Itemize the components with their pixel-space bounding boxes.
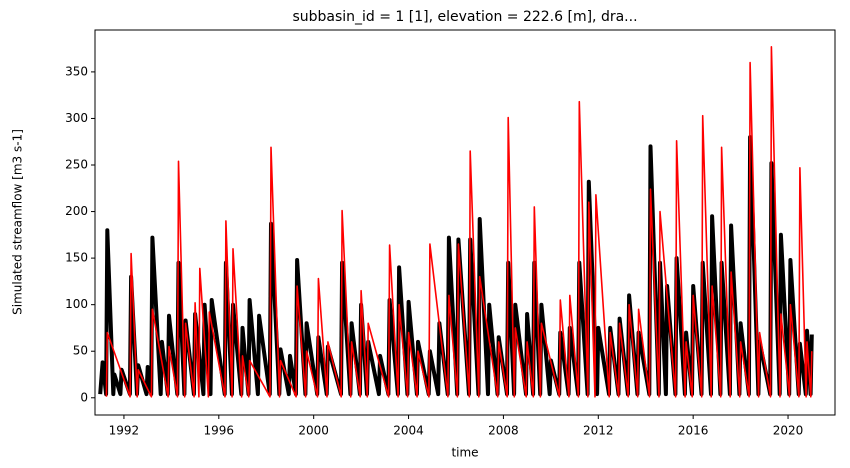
plot-frame: [94, 29, 836, 416]
x-tick-label: 2020: [773, 424, 804, 438]
x-tick-label: 2016: [678, 424, 709, 438]
y-tick-label: 150: [65, 251, 88, 265]
y-tick-label: 350: [65, 64, 88, 78]
x-tick-label: 2008: [488, 424, 519, 438]
y-tick-label: 250: [65, 158, 88, 172]
y-tick-label: 300: [65, 111, 88, 125]
y-tick-label: 0: [80, 390, 88, 404]
chart-title: subbasin_id = 1 [1], elevation = 222.6 […: [292, 9, 637, 25]
y-tick-label: 100: [65, 297, 88, 311]
x-tick-label: 2012: [583, 424, 614, 438]
x-tick-label: 2004: [393, 424, 424, 438]
x-axis-label: time: [451, 446, 478, 460]
y-axis-label: Simulated streamflow [m3 s-1]: [11, 129, 25, 315]
x-tick-label: 1996: [204, 424, 235, 438]
series-line: [105, 46, 813, 398]
x-tick-label: 2000: [298, 424, 329, 438]
y-tick-label: 50: [73, 344, 88, 358]
x-tick-label: 1992: [109, 424, 140, 438]
y-tick-label: 200: [65, 204, 88, 218]
